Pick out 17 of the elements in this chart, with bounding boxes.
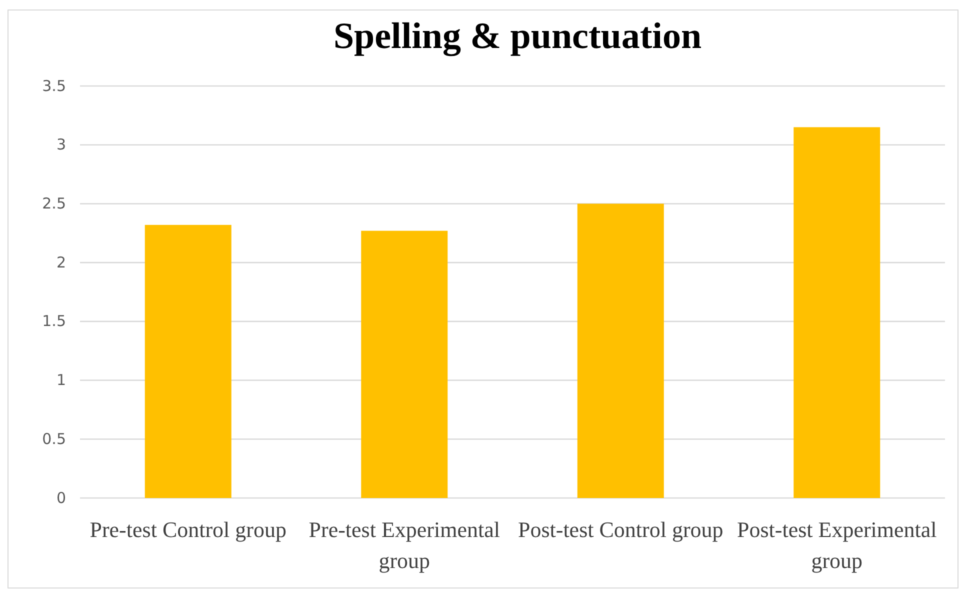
- y-tick-label: 0: [56, 488, 66, 507]
- y-tick-label: 2.5: [42, 194, 66, 213]
- y-tick-label: 1: [56, 371, 66, 390]
- bar: [794, 127, 880, 498]
- y-tick-label: 0.5: [42, 430, 66, 448]
- bar: [361, 230, 448, 498]
- x-tick-label: Pre-test Experimental group: [308, 517, 500, 573]
- bar: [144, 224, 232, 498]
- x-tick-label: Post-test Control group: [518, 517, 724, 542]
- y-tick-label: 2: [56, 253, 66, 272]
- y-tick-label: 3.5: [42, 76, 66, 95]
- chart-title: Spelling & punctuation: [333, 16, 702, 57]
- x-tick-label: Pre-test Control group: [90, 517, 287, 542]
- x-tick-label: Post-test Experimental group: [736, 517, 937, 573]
- y-tick-label: 1.5: [42, 312, 66, 330]
- y-tick-label: 3: [56, 136, 66, 154]
- bar: [577, 204, 664, 498]
